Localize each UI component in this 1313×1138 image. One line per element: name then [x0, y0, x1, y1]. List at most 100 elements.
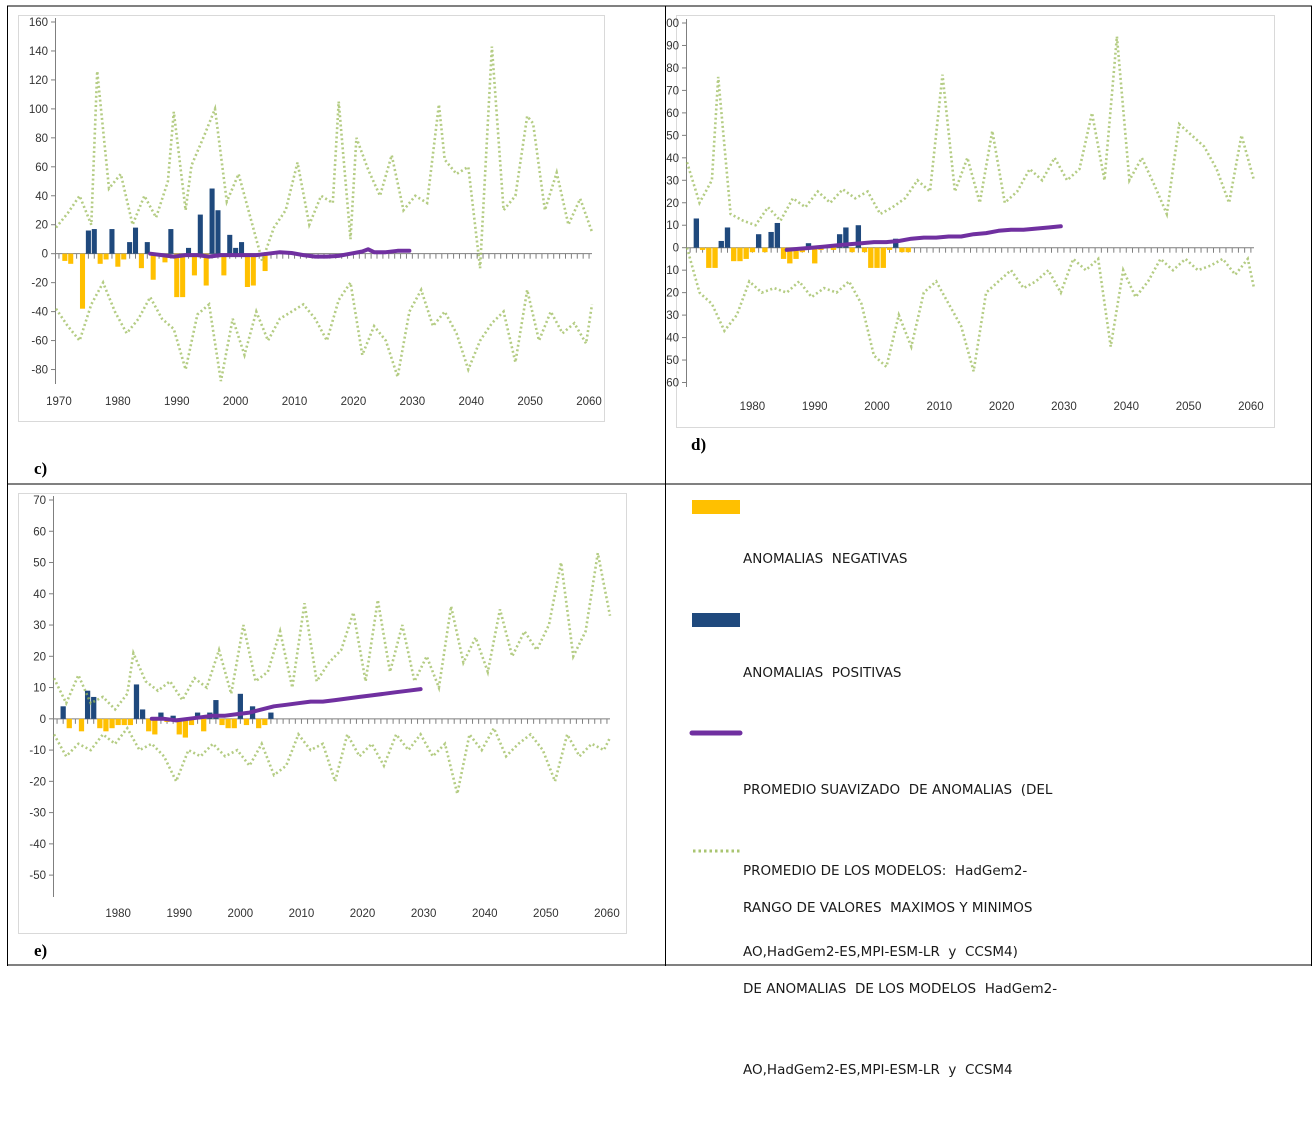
legend-swatches — [689, 500, 743, 853]
legend-swatch-positive — [692, 613, 740, 627]
bar-negative — [830, 247, 837, 250]
bar-negative — [109, 718, 115, 729]
y-tick-label: 70 — [666, 85, 679, 97]
y-tick-label: 50 — [33, 558, 46, 570]
bar-positive — [158, 712, 164, 719]
chart-panel-e: -50 -40 -30 -20 -10 0 10 20 30 40 50 60 70 1980 1990 20… — [8, 485, 665, 965]
y-tick-label: 40 — [35, 191, 48, 203]
bar-negative — [162, 253, 168, 263]
y-tick-label: 80 — [35, 133, 48, 145]
bar-negative — [243, 718, 250, 726]
bar-negative — [244, 253, 250, 287]
bar-negative — [221, 253, 227, 276]
x-tick-label: 2030 — [400, 396, 426, 408]
legend-line: PROMEDIO DE LOS MODELOS: HadGem2- — [743, 863, 1028, 879]
bar-positive — [774, 222, 781, 248]
chart-frame — [676, 15, 1275, 428]
bar-negative — [731, 247, 737, 262]
bar-negative — [787, 247, 793, 264]
bar-positive — [213, 700, 219, 719]
bar-negative — [180, 253, 186, 298]
bar-negative — [905, 247, 911, 253]
bar-negative — [138, 253, 144, 269]
legend-line: RANGO DE VALORES MAXIMOS Y MINIMOS — [743, 900, 1033, 916]
bar-negative — [188, 718, 195, 726]
y-tick-label: 10 — [33, 683, 46, 695]
panel-label-c: c) — [34, 459, 48, 478]
x-tick-label: 2010 — [927, 401, 953, 413]
bar-positive — [227, 234, 233, 254]
bar-negative — [174, 253, 180, 298]
bar-negative — [66, 718, 72, 729]
smooth-line — [149, 687, 423, 723]
bar-positive — [168, 229, 174, 254]
legend-line: DE ANOMALIAS DE LOS MODELOS HadGem2- — [743, 981, 1058, 997]
range-min-line — [52, 725, 612, 795]
bar-negative — [231, 718, 237, 729]
legend-line: PROMEDIO SUAVIZADO DE ANOMALIAS (DEL — [743, 782, 1053, 798]
bar-negative — [250, 253, 256, 286]
bar-negative — [262, 718, 268, 726]
y-tick-label: -40 — [666, 333, 679, 345]
x-tick-label: 2060 — [576, 396, 602, 408]
bar-negative — [812, 247, 818, 264]
bar-positive — [109, 229, 115, 254]
bar-negative — [121, 253, 127, 260]
y-tick-label: -10 — [666, 265, 679, 277]
x-tick-label: 1970 — [46, 396, 72, 408]
x-tick-label: 1990 — [166, 908, 192, 920]
bar-positive — [233, 247, 239, 254]
x-tick-label: 1980 — [105, 396, 131, 408]
bar-negative — [762, 247, 768, 253]
x-tick-label: 2060 — [1238, 401, 1264, 413]
y-tick-label: -50 — [666, 355, 679, 367]
x-tick-label: 2020 — [989, 401, 1015, 413]
y-tick-label: -30 — [666, 310, 679, 322]
legend-line: AO,HadGem2-ES,MPI-ESM-LR y CCSM4 — [743, 1062, 1013, 1078]
legend-line: ANOMALIAS NEGATIVAS — [743, 551, 908, 567]
bar-negative — [793, 247, 799, 259]
bar-negative — [97, 253, 103, 264]
bar-positive — [836, 234, 843, 248]
y-tick-label: -60 — [666, 378, 679, 390]
y-tick-label: 20 — [666, 198, 679, 210]
x-tick-label: 2050 — [533, 908, 559, 920]
bar-positive — [209, 188, 215, 254]
y-tick-label: 10 — [666, 220, 679, 232]
bar-positive — [268, 712, 274, 719]
bar-negative — [712, 247, 718, 268]
y-tick-label: 100 — [29, 104, 48, 116]
bar-positive — [132, 227, 139, 254]
bar-positive — [170, 715, 176, 719]
bar-negative — [152, 718, 158, 735]
chart-frame — [18, 15, 605, 422]
y-tick-label: 40 — [666, 153, 679, 165]
bar-positive — [843, 227, 849, 248]
bar-negative — [78, 718, 85, 732]
bar-positive — [60, 706, 66, 719]
y-tick-label: -20 — [29, 776, 46, 788]
x-tick-label: 1980 — [740, 401, 766, 413]
range-min-line — [54, 279, 594, 382]
bar-positive — [239, 242, 245, 254]
bar-negative — [182, 718, 188, 738]
bar-positive — [855, 225, 862, 248]
bar-negative — [62, 253, 68, 261]
bar-negative — [899, 247, 905, 253]
legend-label-positive: ANOMALIAS POSITIVAS — [743, 606, 901, 741]
bar-positive — [91, 229, 97, 254]
range-min-line — [685, 247, 1256, 372]
x-tick-label: 2040 — [458, 396, 484, 408]
bar-positive — [91, 696, 97, 719]
x-tick-label: 2060 — [594, 908, 620, 920]
bar-negative — [201, 718, 207, 732]
chart-panel-c: -80 -60 -40 -20 0 20 40 60 80 100 120 140 160 1970 198… — [8, 7, 665, 484]
x-tick-label: 2020 — [350, 908, 376, 920]
legend: ANOMALIAS NEGATIVAS ANOMALIAS POSITIVAS … — [666, 485, 1311, 1078]
bar-negative — [256, 718, 262, 729]
bar-negative — [191, 253, 197, 276]
y-tick-label: 100 — [666, 18, 679, 30]
y-tick-label: 90 — [666, 40, 679, 52]
